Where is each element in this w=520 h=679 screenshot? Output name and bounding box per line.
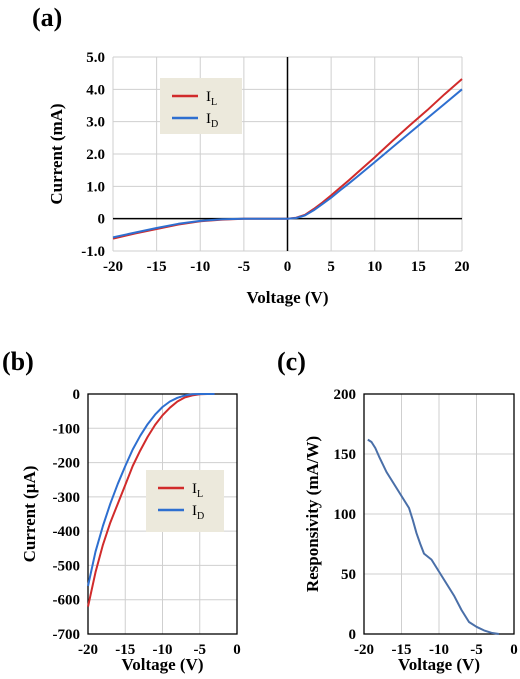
x-tick-label: -15 [392, 642, 412, 658]
y-axis-title: Responsivity (mA/W) [303, 436, 322, 592]
y-tick-label: 50 [341, 567, 356, 583]
y-axis-title: Current (mA) [47, 103, 66, 204]
x-tick-label: -5 [238, 259, 251, 275]
x-axis-title: Voltage (V) [398, 655, 480, 674]
y-tick-label: 100 [334, 507, 357, 523]
plot-frame [87, 393, 238, 635]
x-tick-label: -10 [153, 642, 173, 658]
legend: IL ID [146, 470, 224, 532]
x-tick-label: -5 [194, 642, 207, 658]
x-axis-title: Voltage (V) [122, 655, 204, 674]
y-tick-label: 0 [98, 212, 106, 228]
y-tick-label: 3.0 [86, 115, 105, 131]
legend-label: IL [192, 481, 203, 500]
x-tick-label: -20 [103, 259, 123, 275]
x-tick-label: -15 [115, 642, 135, 658]
x-tick-label: -5 [470, 642, 483, 658]
x-tick-label: -15 [147, 259, 167, 275]
legend-label: IL [206, 89, 217, 108]
chart-panel-0: (a) -20 -15 -10 -5 0 5 10 15 20 -1.0 0 1.0 2.0 3.0 4.0 5… [32, 3, 470, 307]
legend: IL ID [160, 78, 242, 134]
y-tick-label: -400 [53, 524, 81, 540]
panel-label: (c) [277, 347, 306, 376]
y-tick-label: 5.0 [86, 50, 105, 66]
x-axis-title: Voltage (V) [247, 288, 329, 307]
x-tick-label: 0 [233, 642, 241, 658]
series-line-id [87, 393, 215, 587]
x-tick-label: 5 [327, 259, 335, 275]
panel-label: (b) [2, 347, 34, 376]
y-tick-label: 150 [334, 447, 357, 463]
legend-label: ID [206, 111, 218, 130]
y-tick-label: -100 [53, 421, 81, 437]
series-line-id [112, 88, 463, 239]
x-tick-label: 0 [284, 259, 292, 275]
panel-label: (a) [32, 3, 62, 32]
y-tick-label: -300 [53, 490, 81, 506]
x-tick-label: 0 [510, 642, 518, 658]
legend-box [160, 78, 242, 134]
x-tick-label: -10 [190, 259, 210, 275]
y-tick-label: 0 [349, 627, 357, 643]
x-tick-label: 10 [367, 259, 382, 275]
x-tick-label: -20 [354, 642, 374, 658]
y-tick-label: -700 [53, 627, 81, 643]
y-tick-label: 4.0 [86, 82, 105, 98]
chart-panel-1: (b) -20 -15 -10 -5 0 -700 -600 -500 -400 -300 -200 -… [2, 347, 241, 674]
y-tick-label: -500 [53, 558, 81, 574]
x-tick-label: -10 [429, 642, 449, 658]
x-tick-label: 15 [411, 259, 426, 275]
y-axis-title: Current (µA) [20, 466, 39, 563]
x-tick-label: 20 [455, 259, 470, 275]
plot-frame [363, 393, 515, 635]
y-tick-label: -1.0 [81, 244, 105, 260]
legend-box [146, 470, 224, 532]
y-tick-label: 2.0 [86, 147, 105, 163]
y-tick-label: 200 [334, 387, 357, 403]
x-tick-label: -20 [78, 642, 98, 658]
legend-label: ID [192, 503, 204, 522]
y-tick-label: -600 [53, 593, 81, 609]
y-tick-label: 1.0 [86, 179, 105, 195]
chart-panel-2: (c) -20 -15 -10 -5 0 0 50 100 150 200 Voltage (V) Re… [277, 347, 518, 674]
y-tick-label: 0 [73, 387, 81, 403]
y-tick-label: -200 [53, 456, 81, 472]
series-line-0 [367, 438, 500, 635]
